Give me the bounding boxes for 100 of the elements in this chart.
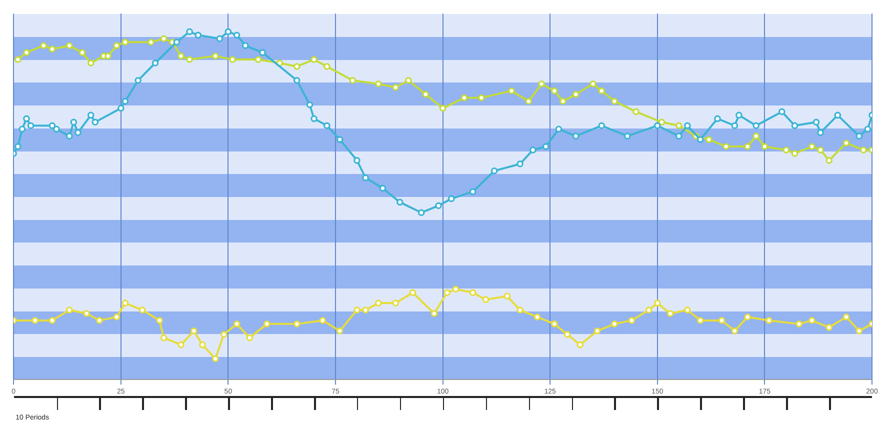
point bbox=[516, 306, 524, 314]
point bbox=[293, 320, 300, 328]
point bbox=[66, 42, 73, 50]
point bbox=[293, 63, 300, 70]
point bbox=[263, 320, 270, 328]
point bbox=[654, 300, 661, 306]
point bbox=[594, 327, 601, 334]
point bbox=[460, 94, 468, 102]
point bbox=[611, 320, 618, 328]
point bbox=[560, 98, 566, 105]
point bbox=[160, 334, 168, 342]
point bbox=[808, 317, 816, 324]
point bbox=[40, 42, 48, 50]
point bbox=[362, 306, 369, 314]
point bbox=[645, 306, 652, 314]
point bbox=[349, 77, 356, 84]
point bbox=[684, 306, 691, 314]
point bbox=[422, 90, 430, 98]
point bbox=[87, 60, 94, 66]
point bbox=[439, 104, 446, 112]
point bbox=[826, 157, 832, 164]
point bbox=[409, 289, 416, 296]
point bbox=[611, 98, 618, 105]
point bbox=[572, 90, 580, 98]
point bbox=[113, 42, 120, 50]
point bbox=[212, 355, 219, 362]
point bbox=[48, 46, 56, 52]
point bbox=[538, 80, 545, 88]
point bbox=[319, 317, 326, 324]
point bbox=[744, 314, 751, 320]
point bbox=[310, 56, 318, 63]
point bbox=[96, 317, 103, 324]
point bbox=[675, 122, 682, 130]
point bbox=[444, 289, 450, 296]
point bbox=[564, 330, 571, 338]
point bbox=[796, 320, 802, 328]
point bbox=[508, 87, 515, 94]
point bbox=[229, 56, 236, 63]
point bbox=[392, 300, 399, 306]
point bbox=[178, 52, 184, 60]
point bbox=[782, 146, 790, 154]
point bbox=[817, 146, 824, 154]
point bbox=[534, 314, 541, 320]
point bbox=[706, 136, 712, 143]
point bbox=[842, 314, 850, 320]
point bbox=[104, 52, 112, 60]
point bbox=[212, 52, 219, 60]
point bbox=[83, 310, 90, 317]
point bbox=[550, 320, 558, 328]
point bbox=[576, 341, 584, 348]
point bbox=[66, 306, 73, 314]
point bbox=[336, 327, 344, 334]
point bbox=[525, 98, 532, 105]
point bbox=[113, 314, 120, 320]
point bbox=[791, 150, 798, 157]
point bbox=[122, 300, 129, 306]
point bbox=[598, 87, 606, 94]
point bbox=[148, 38, 154, 46]
point bbox=[826, 324, 832, 331]
point bbox=[354, 306, 360, 314]
point bbox=[14, 56, 22, 63]
point bbox=[160, 35, 168, 42]
point bbox=[246, 334, 254, 342]
point bbox=[190, 327, 198, 334]
point bbox=[199, 341, 206, 348]
point bbox=[220, 330, 228, 338]
point bbox=[722, 143, 730, 150]
point bbox=[590, 80, 596, 88]
point bbox=[78, 49, 86, 56]
point bbox=[375, 80, 382, 88]
point bbox=[138, 306, 146, 314]
point bbox=[178, 341, 184, 348]
point bbox=[156, 317, 163, 324]
point bbox=[324, 63, 330, 70]
point bbox=[761, 143, 768, 150]
point bbox=[628, 317, 636, 324]
point bbox=[122, 38, 129, 46]
point bbox=[550, 87, 558, 94]
point bbox=[482, 296, 490, 303]
point bbox=[375, 300, 382, 306]
point bbox=[469, 289, 476, 296]
point bbox=[405, 77, 412, 84]
point bbox=[842, 140, 850, 146]
point bbox=[186, 56, 193, 63]
point bbox=[32, 317, 38, 324]
point bbox=[766, 317, 772, 324]
point bbox=[731, 327, 738, 334]
point bbox=[744, 143, 751, 150]
point bbox=[856, 327, 863, 334]
point bbox=[430, 310, 438, 317]
point bbox=[658, 118, 666, 126]
point bbox=[696, 317, 704, 324]
point bbox=[452, 286, 460, 293]
point bbox=[632, 108, 640, 116]
point bbox=[666, 310, 674, 317]
point bbox=[478, 94, 485, 102]
point bbox=[752, 132, 760, 140]
point bbox=[392, 84, 399, 91]
point bbox=[718, 317, 726, 324]
point bbox=[504, 292, 511, 300]
